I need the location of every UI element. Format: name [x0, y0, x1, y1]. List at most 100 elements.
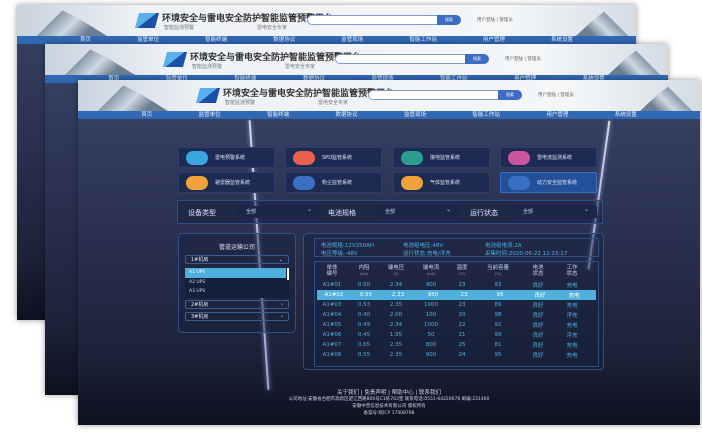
table-cell: 81 [494, 342, 502, 348]
table-cell: 浮充 [566, 313, 578, 319]
table-cell: 良好 [534, 293, 546, 299]
nav-item[interactable]: 用户管理 [482, 37, 505, 43]
footer-address: 公司地址:安徽省合肥市高新区望江西路800号C1栋703室 联系电话:0551-… [288, 397, 490, 402]
column-header: 内阻 (mΩ) [358, 265, 370, 276]
table-header: 单体 编号 内阻 (mΩ) 端电压 (V) 端电流 (mA) 温度 (°C) 当前容量 (%) 电池 状态… [315, 262, 598, 280]
table-cell: 1.95 [389, 332, 403, 338]
nav-item[interactable]: 监管现场 [403, 112, 426, 118]
nav-item[interactable]: 智能工作站 [409, 37, 437, 43]
search-input[interactable] [368, 90, 508, 100]
nav-item[interactable]: 用户管理 [546, 112, 569, 118]
nav-item[interactable]: 智能工作站 [440, 76, 468, 82]
device-type-select[interactable]: 全部 [236, 204, 320, 218]
gas-icon [401, 176, 423, 190]
tile-power[interactable]: 动力安全监管系统 [500, 172, 597, 193]
table-cell: 2.00 [389, 312, 403, 318]
nav-item[interactable]: 首页 [80, 37, 92, 43]
tile-waveform[interactable]: 雷电流监测系统 [500, 147, 597, 168]
nav-item[interactable]: 智能工作站 [472, 112, 500, 118]
table-row[interactable]: A1#08 0.55 2.35 900 24 95 良好 充电 [315, 350, 598, 360]
table-cell: 21 [458, 332, 466, 338]
tree-item[interactable]: A3 UPS [189, 289, 206, 294]
header: 环境安全与雷电安全防护智能监管预警平台 智能监测预警 雷电安全专家 搜索 用户登… [78, 80, 700, 111]
info-text: 运行状态:充电/浮充 [403, 251, 451, 257]
table-cell: 充电 [566, 303, 578, 309]
search-button[interactable]: 搜索 [437, 15, 461, 25]
table-cell: A1#02 [324, 292, 344, 298]
column-header: 端电压 (V) [387, 265, 405, 276]
nav-item[interactable]: 数据协议 [273, 37, 296, 43]
nav-item[interactable]: 监管单位 [165, 76, 188, 82]
nav-item[interactable]: 系统设置 [582, 76, 605, 82]
nav-item[interactable]: 智能终端 [234, 76, 257, 82]
table-cell: 充电 [566, 343, 578, 349]
footer-links[interactable]: 关于我们 | 免责声明 | 帮助中心 | 联系我们 [336, 390, 442, 396]
tree-group[interactable]: 1#机房 ⌄ [185, 255, 289, 264]
nav-item[interactable]: 数据协议 [335, 112, 358, 118]
nav-item[interactable]: 首页 [141, 112, 153, 118]
table-row[interactable]: A1#03 0.53 2.35 1000 23 89 良好 充电 [315, 300, 598, 310]
table-cell: 950 [427, 292, 439, 298]
tile-cloud-lightning[interactable]: 雷电预警系统 [178, 147, 275, 168]
nav-item[interactable]: 智能终端 [267, 112, 290, 118]
search-input[interactable] [307, 15, 447, 25]
table-cell: 0.53 [357, 302, 371, 308]
tree-group[interactable]: 2#机房 › [185, 300, 289, 309]
table-cell: 23 [458, 282, 466, 288]
search-button[interactable]: 搜索 [498, 90, 522, 100]
table-cell: 0.40 [357, 312, 371, 318]
search-button[interactable]: 搜索 [465, 54, 489, 64]
nav-item[interactable]: 系统设置 [614, 112, 637, 118]
table-row[interactable]: A1#04 0.40 2.00 100 20 98 良好 浮充 [315, 310, 598, 320]
table-cell: 良好 [532, 323, 544, 329]
table-cell: 22 [458, 322, 466, 328]
tile-arrester[interactable]: 避雷器监管系统 [178, 172, 275, 193]
info-text: 电池组电压:48V [403, 243, 444, 249]
tree-item[interactable]: A1 UPS [185, 268, 286, 278]
nav-item[interactable]: 监管单位 [198, 112, 221, 118]
table-cell: 900 [425, 282, 437, 288]
nav-item[interactable]: 监管单位 [137, 37, 160, 43]
user-links[interactable]: 用户登陆 | 管理员 [538, 93, 574, 98]
nav-item[interactable]: 监管现场 [371, 76, 394, 82]
table-row[interactable]: A1#05 0.49 2.34 1000 22 92 良好 充电 [315, 320, 598, 330]
table-cell: 浮充 [566, 333, 578, 339]
arrester-icon [186, 176, 208, 190]
table-cell: 95 [496, 292, 504, 298]
nav-item[interactable]: 系统设置 [550, 37, 573, 43]
search-input[interactable] [335, 54, 475, 64]
tile-gas[interactable]: 气体监管系统 [393, 172, 490, 193]
table-cell: 0.55 [357, 352, 371, 358]
column-header: 温度 (°C) [456, 265, 468, 276]
table-cell: 良好 [532, 343, 544, 349]
nav-item[interactable]: 用户管理 [514, 76, 537, 82]
battery-spec-select[interactable]: 全部 [375, 204, 459, 218]
table-cell: 充电 [568, 293, 580, 299]
nav-item[interactable]: 首页 [108, 76, 120, 82]
site-title: 环境安全与雷电安全防护智能监管预警平台 [190, 53, 362, 63]
tile-spd[interactable]: SPD监管系统 [285, 147, 382, 168]
user-links[interactable]: 用户登陆 | 管理员 [477, 18, 513, 23]
run-status-select[interactable]: 全部 [513, 204, 597, 218]
user-links[interactable]: 用户登陆 | 管理员 [505, 57, 541, 62]
tree-group[interactable]: 3#机房 › [185, 312, 289, 321]
tile-label: 避雷器监管系统 [215, 180, 251, 186]
scrollbar[interactable] [287, 268, 289, 280]
table-row[interactable]: A1#06 0.45 1.95 50 21 99 良好 浮充 [315, 330, 598, 340]
table-cell: 良好 [532, 313, 544, 319]
table-row[interactable]: A1#07 0.65 2.35 800 25 81 良好 充电 [315, 340, 598, 350]
nav-item[interactable]: 数据协议 [302, 76, 325, 82]
table-row[interactable]: A1#02 0.55 2.33 950 23 95 良好 充电 [317, 290, 596, 300]
table-cell: 50 [427, 332, 435, 338]
tree-item[interactable]: A2 UPS [189, 279, 206, 285]
table-row[interactable]: A1#01 0.50 2.34 900 23 93 良好 充电 [315, 280, 598, 290]
main-nav: 首页 监管单位 智能终端 数据协议 监管现场 智能工作站 用户管理 系统设置 [17, 36, 636, 44]
nav-item[interactable]: 监管现场 [341, 37, 364, 43]
tile-ground[interactable]: 接地监管系统 [393, 147, 490, 168]
table-cell: A1#08 [322, 352, 342, 358]
slogan: 智能监测预警 [164, 25, 195, 31]
table-cell: 良好 [532, 353, 544, 359]
tile-dust[interactable]: 粉尘监管系统 [285, 172, 382, 193]
nav-item[interactable]: 智能终端 [205, 37, 228, 43]
table-cell: 2.35 [389, 352, 403, 358]
